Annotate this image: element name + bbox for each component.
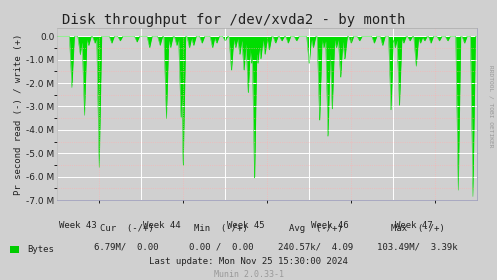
Text: Cur  (-/+): Cur (-/+) (100, 224, 154, 233)
Text: Week 43: Week 43 (59, 221, 97, 230)
Text: 0.00 /  0.00: 0.00 / 0.00 (189, 242, 253, 251)
Text: Bytes: Bytes (27, 245, 54, 254)
Text: Max  (-/+): Max (-/+) (391, 224, 444, 233)
Text: 240.57k/  4.09: 240.57k/ 4.09 (278, 242, 353, 251)
Text: 6.79M/  0.00: 6.79M/ 0.00 (94, 242, 159, 251)
Text: Week 44: Week 44 (143, 221, 181, 230)
Text: Avg  (-/+): Avg (-/+) (289, 224, 342, 233)
Text: RRDTOOL / TOBI OETIKER: RRDTOOL / TOBI OETIKER (489, 65, 494, 148)
Text: Week 46: Week 46 (311, 221, 349, 230)
Text: Week 45: Week 45 (227, 221, 265, 230)
Text: Disk throughput for /dev/xvda2 - by month: Disk throughput for /dev/xvda2 - by mont… (62, 13, 405, 27)
Text: Last update: Mon Nov 25 15:30:00 2024: Last update: Mon Nov 25 15:30:00 2024 (149, 257, 348, 266)
Text: Min  (-/+): Min (-/+) (194, 224, 248, 233)
Y-axis label: Pr second read (-) / write (+): Pr second read (-) / write (+) (14, 34, 23, 195)
Text: 103.49M/  3.39k: 103.49M/ 3.39k (377, 242, 458, 251)
Text: Week 47: Week 47 (395, 221, 433, 230)
Text: Munin 2.0.33-1: Munin 2.0.33-1 (214, 270, 283, 279)
